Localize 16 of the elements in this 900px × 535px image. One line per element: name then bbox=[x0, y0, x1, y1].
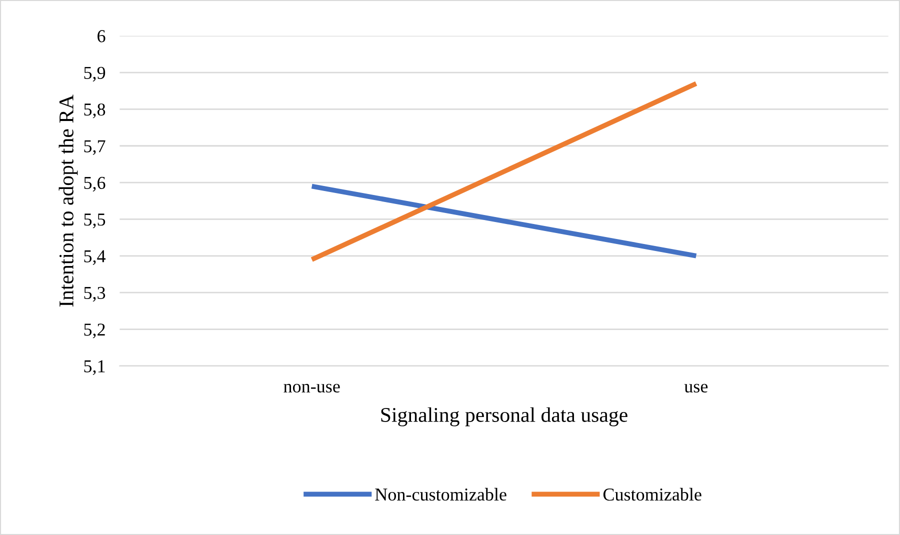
y-tick-label: 5,7 bbox=[84, 140, 106, 155]
y-tick-label: 5,5 bbox=[84, 214, 106, 228]
legend-label: Non-customizable bbox=[375, 488, 506, 501]
y-axis-title: Intention to adopt the RA bbox=[58, 94, 78, 307]
y-tick-label: 5,8 bbox=[84, 103, 106, 118]
legend-label: Customizable bbox=[603, 488, 702, 501]
y-tick-label: 5,6 bbox=[84, 176, 106, 192]
x-tick-label: use bbox=[684, 384, 708, 393]
y-tick-label: 5,3 bbox=[84, 286, 106, 302]
y-tick-label: 6 bbox=[98, 30, 106, 42]
y-tick-label: 5,9 bbox=[84, 66, 106, 82]
y-tick-label: 5,2 bbox=[84, 324, 105, 338]
y-tick-label: 5,1 bbox=[84, 360, 105, 375]
y-tick-label: 5,4 bbox=[84, 250, 106, 265]
x-axis-title: Signaling personal data usage bbox=[381, 407, 628, 426]
x-tick-label: non-use bbox=[284, 384, 340, 393]
